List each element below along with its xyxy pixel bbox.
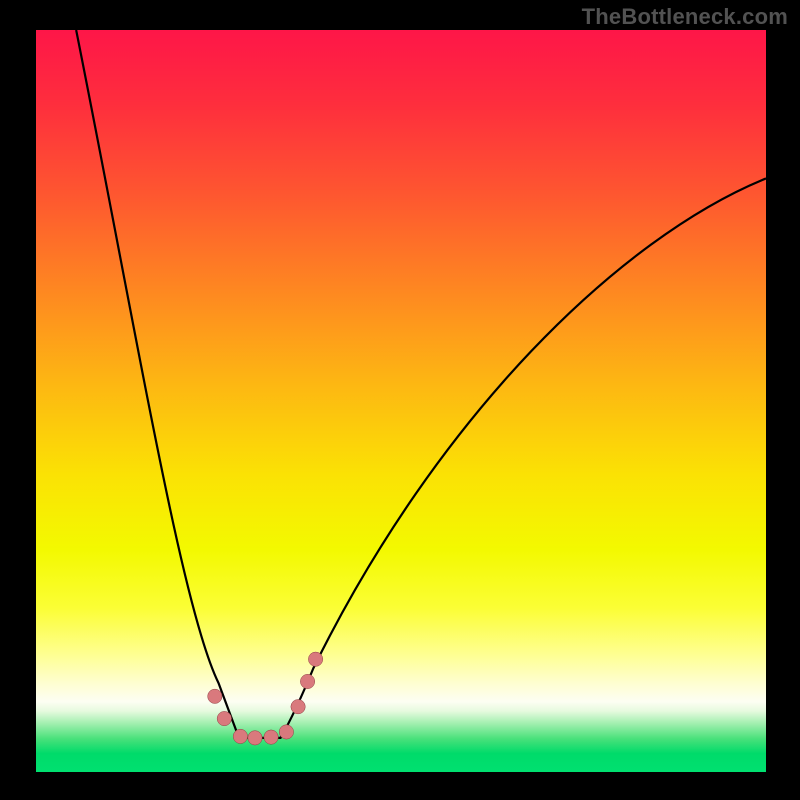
data-point bbox=[308, 652, 322, 666]
data-point bbox=[279, 725, 293, 739]
data-point bbox=[233, 729, 247, 743]
gradient-background bbox=[36, 30, 766, 772]
chart-container: TheBottleneck.com bbox=[0, 0, 800, 800]
chart-svg bbox=[36, 30, 766, 772]
data-point bbox=[248, 731, 262, 745]
data-point bbox=[217, 711, 231, 725]
data-point bbox=[208, 689, 222, 703]
plot-area bbox=[36, 30, 766, 772]
data-point bbox=[300, 674, 314, 688]
data-point bbox=[291, 700, 305, 714]
watermark-text: TheBottleneck.com bbox=[582, 4, 788, 30]
data-point bbox=[264, 730, 278, 744]
